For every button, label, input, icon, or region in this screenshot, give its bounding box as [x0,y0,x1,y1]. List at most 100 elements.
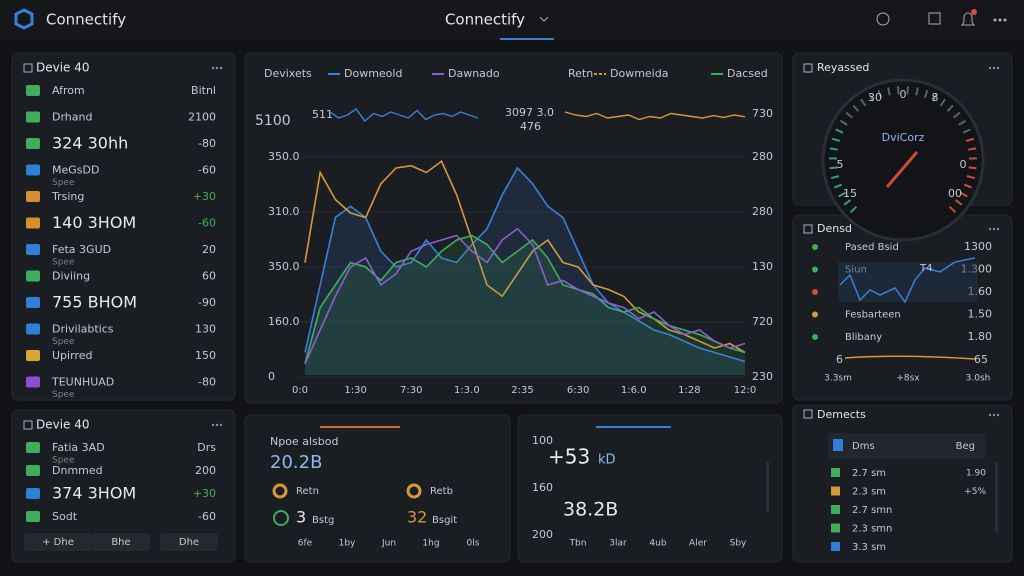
gauge-tick [906,86,909,95]
legend-label: Dowmeida [610,67,668,80]
button[interactable] [160,533,218,551]
gauge-label: 8 [932,91,939,104]
gauge-tick [968,166,977,170]
card-label: 100 [532,434,553,447]
panel-icon [23,420,33,430]
spark [844,355,976,360]
x-label: 2:35 [511,385,533,396]
sparkline [329,108,479,123]
row-label: Drhand [52,111,92,124]
row-label: Afrom [52,84,85,97]
row-label: Upirred [52,349,92,362]
more-dot [996,227,1000,231]
brand: Connectify [46,11,126,29]
gauge-tick [915,87,919,96]
more-dot [988,227,992,231]
card-item: Retb [430,486,453,497]
right-axis-label: 280 [752,150,773,163]
count: 3 [296,508,306,527]
more-icon[interactable] [993,18,1007,22]
card-title: Npoe alsbod [270,435,338,448]
tab-indicator [500,38,554,40]
card-x-label: 4ub [649,539,666,549]
ring-icon [406,483,422,499]
row-icon [26,244,40,255]
card-x-label: Aler [689,539,707,549]
gauge-tick [897,86,900,95]
row-label: 140 3HOM [52,213,136,232]
top-label: 3097 3.0 [505,106,554,119]
x-label: 1:6.0 [621,385,647,396]
row-label: Feta 3GUD [52,243,111,256]
row-dot [812,266,818,273]
count-label: Bsgit [432,515,457,526]
top-label: 511 [312,108,333,121]
card-1 [244,414,511,563]
chevron[interactable] [539,16,549,22]
logo [14,8,34,30]
bell-icon[interactable] [961,12,975,26]
gauge-tick [877,89,883,99]
gauge-label: 15 [843,187,857,200]
gauge-tick [868,93,874,102]
row-icon [26,191,40,202]
row-label: Fesbarteen [845,310,901,321]
more-dot [219,66,223,70]
gauge-tick [962,128,971,134]
gauge-tick [835,128,844,134]
demects-panel [792,404,1013,563]
row-icon [831,486,840,496]
row-value: 1300 [964,240,992,253]
legend-label: Dowmeold [344,67,402,80]
card-x-label: 1by [339,539,356,549]
row-dot [812,289,818,295]
row-value: -80 [198,137,216,150]
row-label: 755 BHOM [52,293,137,312]
more-dot [996,66,1000,70]
row-label: 324 30hh [52,134,128,153]
x-label: 3.0sh [966,374,991,384]
low: 6 [836,353,843,366]
row-icon [26,488,40,499]
search-icon[interactable] [876,12,890,26]
left-axis-label: 0 [268,370,275,383]
series-line [304,227,746,365]
panel-title: Densd [817,222,852,235]
gauge-needle [885,151,919,188]
row-value: 1.50 [968,308,993,321]
more-dot [996,413,1000,417]
row-label: Trsing [51,190,84,203]
more-dot [211,423,215,427]
gauge-tick [829,147,838,151]
row-icon [26,138,40,149]
gauge-tick [958,119,967,126]
row-icon [26,465,40,476]
button[interactable] [24,533,92,551]
card-unit: kD [598,453,616,468]
card-x-label: 6fe [298,539,313,549]
share-icon[interactable] [928,12,941,25]
x-label: +8sx [896,374,920,384]
button[interactable] [92,533,150,551]
right-axis-label: 280 [752,205,773,218]
left-axis-label: 160.0 [268,315,300,328]
scrollbar [995,462,998,532]
row-label: Diviing [52,270,90,283]
row-value: +5% [964,487,986,497]
badge [971,9,977,15]
row-sub: Spee [52,456,75,466]
center-title[interactable]: Connectify [445,11,525,29]
row-label: 3.3 sm [852,542,886,553]
more-dot [992,66,996,70]
card-2 [517,414,783,563]
row-value: 20 [202,243,216,256]
row-icon [831,505,840,514]
top-label: 730 [752,107,773,120]
gauge-tick [887,87,891,96]
row-icon [26,442,40,453]
row-sub: Spee [52,390,75,400]
gauge-label: 30 [868,91,882,104]
row-label: 2.3 smn [852,524,892,535]
